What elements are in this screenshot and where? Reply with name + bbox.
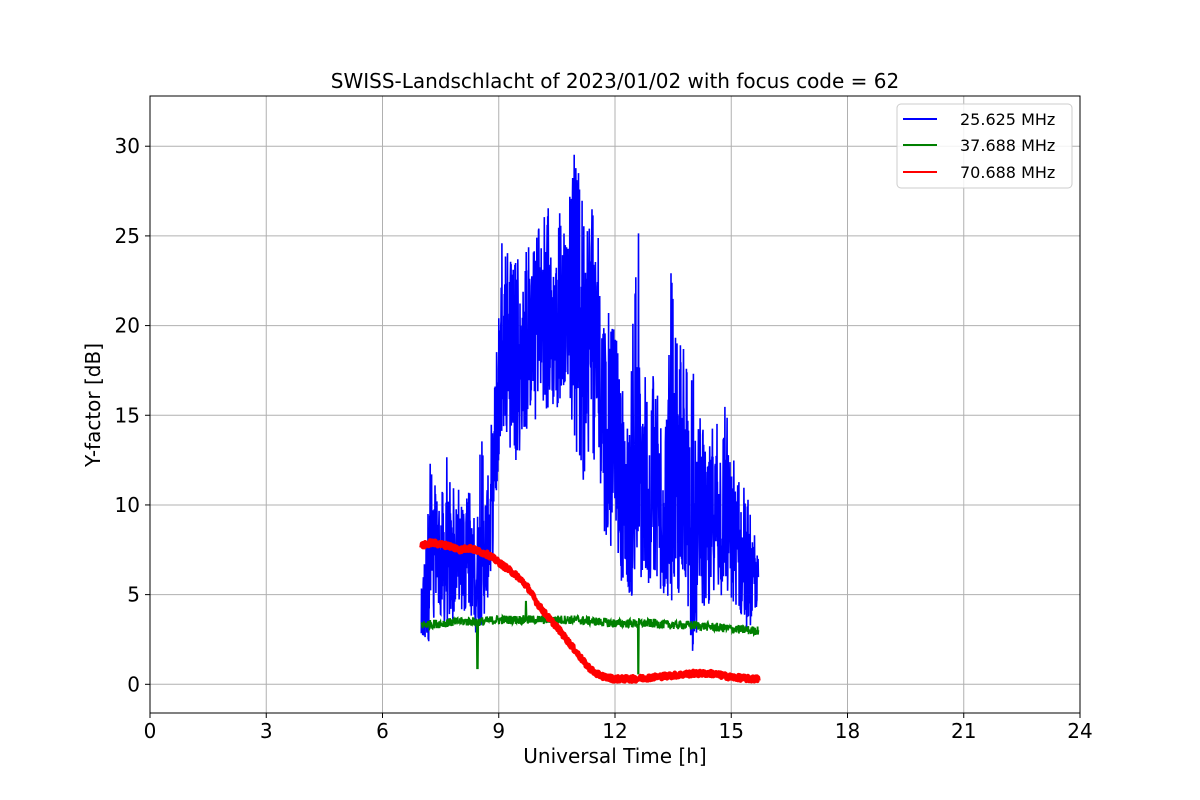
y-tick-label: 20	[115, 314, 140, 338]
x-tick-label: 12	[602, 719, 627, 743]
y-tick-label: 0	[127, 672, 140, 696]
legend: 25.625 MHz 37.688 MHz 70.688 MHz	[896, 103, 1073, 189]
y-tick-label: 10	[115, 493, 140, 517]
series-line-25-625	[420, 154, 760, 651]
x-tick-label: 21	[951, 719, 976, 743]
series-line-70-688	[419, 538, 761, 684]
y-tick-label: 5	[127, 583, 140, 607]
x-tick-label: 9	[492, 719, 505, 743]
x-tick-label: 15	[719, 719, 744, 743]
x-tick-label: 0	[144, 719, 157, 743]
series-70-688	[419, 538, 761, 684]
y-tick-label: 30	[115, 134, 140, 158]
series-25-625	[420, 154, 760, 651]
x-tick-label: 18	[835, 719, 860, 743]
ticks: 0 3 6 9 12 15 18 21 24 0 5 10 15 20 25 30	[115, 134, 1093, 743]
x-tick-label: 24	[1067, 719, 1092, 743]
legend-box	[896, 103, 1073, 189]
series-layer	[419, 154, 761, 684]
legend-label-25-625: 25.625 MHz	[960, 110, 1055, 129]
series-line-37-688	[420, 600, 760, 675]
x-tick-label: 3	[260, 719, 273, 743]
series-37-688	[420, 600, 760, 675]
y-tick-label: 15	[115, 403, 140, 427]
y-tick-label: 25	[115, 224, 140, 248]
legend-label-70-688: 70.688 MHz	[960, 163, 1055, 182]
legend-label-37-688: 37.688 MHz	[960, 136, 1055, 155]
chart-title: SWISS-Landschlacht of 2023/01/02 with fo…	[331, 69, 899, 93]
x-axis-label: Universal Time [h]	[523, 744, 706, 768]
x-tick-label: 6	[376, 719, 389, 743]
y-axis-label: Y-factor [dB]	[81, 343, 105, 468]
